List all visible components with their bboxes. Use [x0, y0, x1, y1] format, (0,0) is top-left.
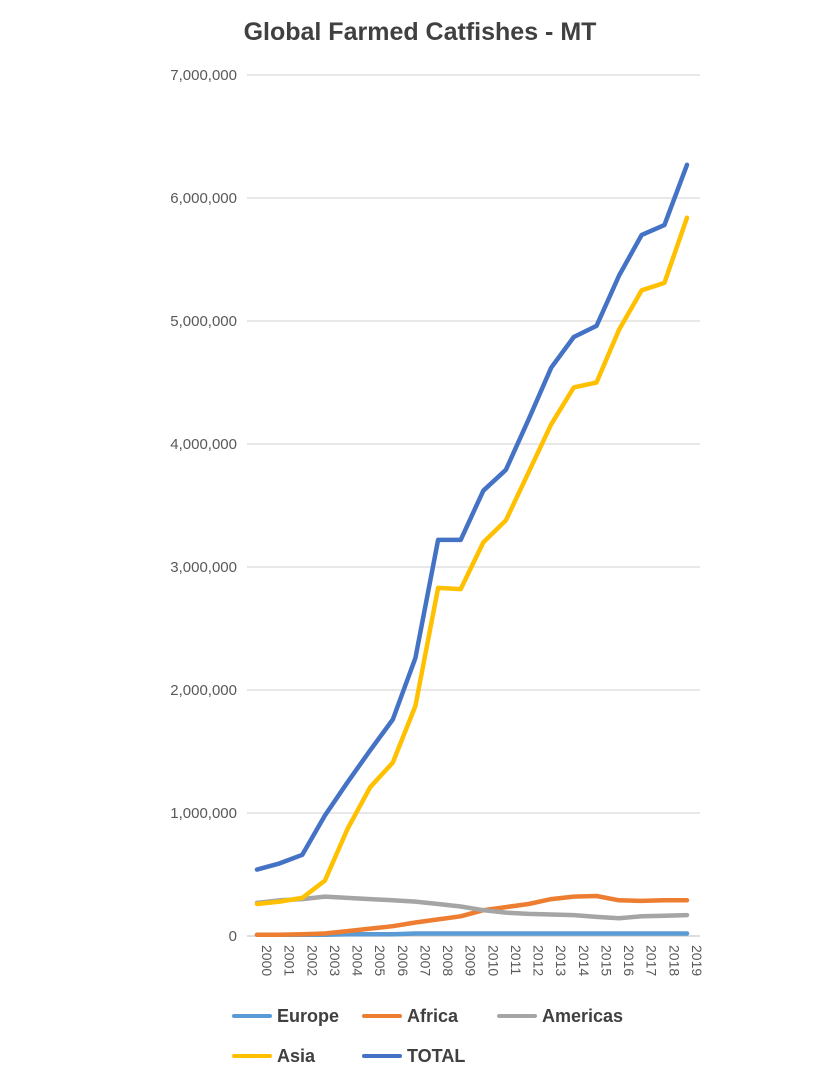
x-axis-label: 2004	[350, 945, 366, 976]
series-line-africa	[254, 893, 690, 938]
legend-swatch-americas	[497, 1014, 537, 1018]
x-axis-label: 2015	[598, 945, 614, 976]
x-axis-label: 2013	[553, 945, 569, 976]
x-axis-label: 2007	[417, 945, 433, 976]
x-axis-label: 2011	[508, 945, 524, 975]
x-axis-label: 2000	[259, 945, 275, 976]
y-axis-label: 0	[229, 928, 237, 945]
y-axis-label: 3,000,000	[170, 559, 237, 576]
x-axis-label: 2016	[621, 945, 637, 976]
legend-item-americas: Americas	[497, 1005, 623, 1027]
legend-swatch-africa	[362, 1014, 402, 1018]
x-axis-label: 2006	[395, 945, 411, 976]
y-axis-label: 4,000,000	[170, 436, 237, 453]
legend-label-asia: Asia	[277, 1045, 316, 1066]
x-axis-label: 2002	[304, 945, 320, 976]
legend-swatch-europe	[232, 1014, 272, 1018]
series-line-asia	[254, 215, 690, 907]
chart-title: Global Farmed Catfishes - MT	[243, 18, 597, 46]
series-line-total	[254, 162, 690, 872]
y-axis-label: 2,000,000	[170, 682, 237, 699]
legend-label-europe: Europe	[277, 1005, 340, 1026]
y-axis-label: 5,000,000	[170, 313, 237, 330]
x-axis-label: 2005	[372, 945, 388, 976]
series-line-americas	[254, 894, 690, 921]
legend-item-asia: Asia	[232, 1045, 315, 1067]
y-axis-label: 6,000,000	[170, 190, 237, 207]
x-axis-label: 2009	[463, 945, 479, 976]
x-axis-label: 2019	[689, 945, 705, 976]
legend-item-total: TOTAL	[362, 1045, 465, 1067]
legend-item-africa: Africa	[362, 1005, 458, 1027]
legend-swatch-total	[362, 1054, 402, 1058]
x-axis-label: 2012	[531, 945, 547, 976]
x-axis-label: 2014	[576, 945, 592, 976]
legend-item-europe: Europe	[232, 1005, 339, 1027]
legend-label-total: TOTAL	[407, 1045, 466, 1066]
legend-swatch-asia	[232, 1054, 272, 1058]
x-axis-label: 2003	[327, 945, 343, 976]
y-axis-label: 7,000,000	[170, 67, 237, 84]
x-axis-label: 2017	[644, 945, 660, 976]
y-axis-label: 1,000,000	[170, 805, 237, 822]
x-axis-label: 2010	[485, 945, 501, 976]
legend-label-americas: Americas	[542, 1005, 624, 1026]
x-axis-label: 2008	[440, 945, 456, 976]
legend-label-africa: Africa	[407, 1005, 459, 1026]
x-axis-label: 2001	[282, 945, 298, 976]
x-axis-label: 2018	[666, 945, 682, 976]
